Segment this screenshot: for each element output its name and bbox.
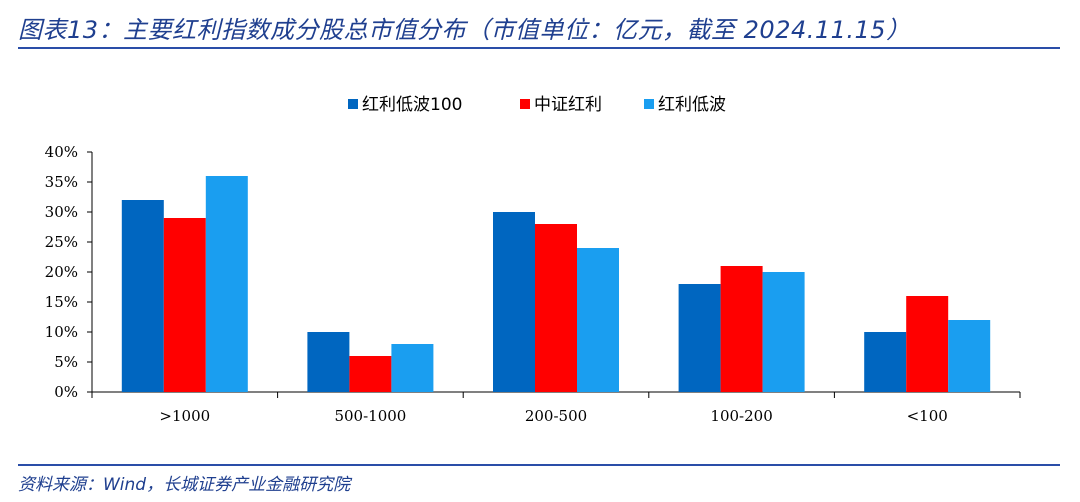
y-tick-label: 20%	[45, 263, 78, 281]
legend-label: 红利低波100	[362, 95, 462, 115]
x-tick-label: 500-1000	[334, 407, 406, 425]
legend-swatch	[520, 99, 530, 109]
legend: 红利低波100 中证红利 红利低波	[348, 95, 726, 115]
y-tick-label: 25%	[45, 233, 78, 251]
bar	[493, 212, 535, 392]
bar	[349, 356, 392, 392]
chart-title: 图表13：主要红利指数成分股总市值分布（市值单位：亿元，截至 2024.11.1…	[18, 16, 911, 44]
bar	[762, 272, 805, 392]
bar	[535, 224, 577, 392]
y-tick-label: 5%	[54, 353, 78, 371]
legend-label: 红利低波	[658, 95, 726, 115]
bar	[906, 296, 949, 392]
legend-swatch	[348, 99, 358, 109]
x-axis: >1000 500-1000 200-500 100-200 <100	[91, 391, 1021, 425]
bar	[864, 332, 907, 392]
bar	[720, 266, 763, 392]
y-axis: 0% 5% 10% 15% 20% 25% 30% 35% 40%	[45, 143, 93, 401]
bar	[121, 200, 164, 392]
bar	[678, 284, 721, 392]
x-tick-label: <100	[907, 407, 948, 425]
footer-divider	[18, 464, 1060, 466]
legend-label: 中证红利	[534, 95, 602, 115]
x-tick-label: 100-200	[710, 407, 772, 425]
y-tick-label: 10%	[45, 323, 78, 341]
y-tick-label: 35%	[45, 173, 78, 191]
title-divider	[18, 47, 1060, 49]
x-tick-label: >1000	[159, 407, 210, 425]
bars	[121, 176, 991, 392]
bar	[577, 248, 619, 392]
bar	[391, 344, 434, 392]
y-tick-label: 0%	[54, 383, 78, 401]
bar	[205, 176, 248, 392]
y-tick-label: 30%	[45, 203, 78, 221]
bar	[307, 332, 350, 392]
bar	[948, 320, 991, 392]
legend-swatch	[644, 99, 654, 109]
source-note: 资料来源：Wind，长城证券产业金融研究院	[18, 475, 351, 495]
y-tick-label: 15%	[45, 293, 78, 311]
x-tick-label: 200-500	[525, 407, 587, 425]
bar	[163, 218, 206, 392]
y-tick-label: 40%	[45, 143, 78, 161]
